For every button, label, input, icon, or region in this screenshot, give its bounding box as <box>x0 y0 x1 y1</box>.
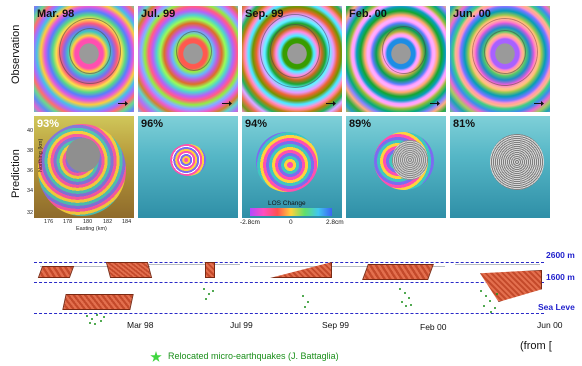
month-label: Sep 99 <box>322 320 349 330</box>
colorbar-title: LOS Change <box>268 200 306 207</box>
ytick-label: 34 <box>27 188 34 194</box>
colorbar-mid-label: 0 <box>289 219 293 226</box>
topography-mesh <box>455 264 540 265</box>
ytick-label: 36 <box>27 168 34 174</box>
ytick-label: 40 <box>27 128 34 134</box>
observation-panel-mar98: Mar. 98 <box>34 6 134 112</box>
dike-model <box>362 264 434 280</box>
observation-date-label: Feb. 00 <box>349 8 387 20</box>
prediction-fit-label: 94% <box>245 118 268 130</box>
prediction-fit-label: 93% <box>37 118 60 130</box>
depth-label-sea-level: Sea Leve <box>538 302 575 312</box>
observation-panel-feb00: Feb. 00 <box>346 6 446 112</box>
xtick-label: 182 <box>103 219 113 225</box>
dike-model <box>205 262 215 278</box>
satellite-arrow-icon <box>118 101 128 106</box>
month-label: Mar 98 <box>127 320 154 330</box>
ytick-label: 32 <box>27 210 34 216</box>
satellite-arrow-icon <box>430 101 440 106</box>
earthquake-cluster <box>300 292 314 310</box>
satellite-arrow-icon <box>222 101 232 106</box>
prediction-fit-label: 81% <box>453 118 476 130</box>
earthquake-cluster <box>478 286 500 314</box>
prediction-panel-sep99: 94% <box>242 116 342 218</box>
prediction-panel-feb00: 89% <box>346 116 446 218</box>
depth-label-2600: 2600 m <box>546 250 575 260</box>
prediction-fit-label: 96% <box>141 118 164 130</box>
prediction-panel-jul99: 96% <box>138 116 238 218</box>
depth-line-sea-level <box>34 313 544 314</box>
colorbar-max-label: 2.8cm <box>326 219 344 226</box>
dike-model <box>105 262 153 278</box>
xtick-label: 176 <box>44 219 54 225</box>
observation-panel-jul99: Jul. 99 <box>138 6 238 112</box>
dike-model <box>37 266 75 278</box>
axis-ylabel: Northing (km) <box>38 138 44 172</box>
topography-mesh <box>145 264 240 265</box>
topography-mesh <box>250 266 345 267</box>
source-citation: (from [ <box>520 340 552 352</box>
observation-panel-sep99: Sep. 99 <box>242 6 342 112</box>
prediction-row-label: Prediction <box>10 149 22 198</box>
xtick-label: 178 <box>63 219 73 225</box>
month-label: Jun 00 <box>537 320 563 330</box>
depth-label-1600: 1600 m <box>546 272 575 282</box>
satellite-arrow-icon <box>326 101 336 106</box>
observation-date-label: Jun. 00 <box>453 8 491 20</box>
prediction-panel-mar98: 93% <box>34 116 134 218</box>
depth-line-1600 <box>34 282 544 283</box>
earthquake-cluster <box>200 286 216 302</box>
dike-model <box>270 262 332 278</box>
colorbar-min-label: -2.8cm <box>240 219 260 226</box>
prediction-panel-jun00: 81% <box>450 116 550 218</box>
month-label: Feb 00 <box>420 322 447 332</box>
observation-date-label: Sep. 99 <box>245 8 284 20</box>
dike-model <box>62 294 134 310</box>
prediction-fit-label: 89% <box>349 118 372 130</box>
xtick-label: 180 <box>83 219 93 225</box>
observation-date-label: Mar. 98 <box>37 8 75 20</box>
earthquake-cluster <box>84 312 106 326</box>
axis-xlabel: Easting (km) <box>76 226 107 232</box>
topography-mesh <box>40 266 150 267</box>
earthquake-cluster <box>396 286 416 308</box>
xtick-label: 184 <box>122 219 132 225</box>
satellite-arrow-icon <box>534 101 544 106</box>
observation-date-label: Jul. 99 <box>141 8 176 20</box>
observation-row-label: Observation <box>10 24 22 84</box>
depth-line-2600 <box>34 262 544 263</box>
month-label: Jul 99 <box>230 320 253 330</box>
colorbar <box>250 208 332 216</box>
legend-text: Relocated micro-earthquakes (J. Battagli… <box>168 351 339 361</box>
ytick-label: 38 <box>27 148 34 154</box>
star-icon <box>150 351 162 362</box>
observation-panel-jun00: Jun. 00 <box>450 6 550 112</box>
